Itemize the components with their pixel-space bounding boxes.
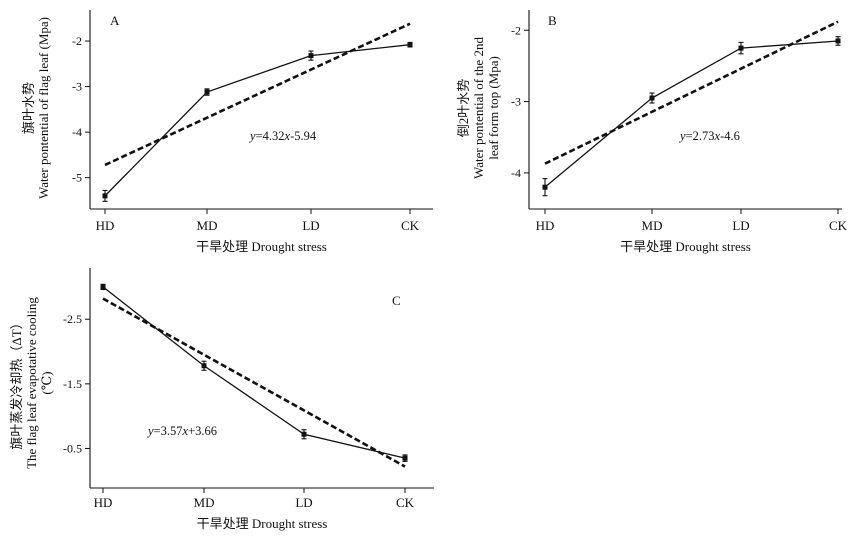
y-axis-label-line: Water pontential of the 2nd <box>471 37 486 179</box>
panel-c: -2.5 -1.5 -0.5 HD MD LD CK 干旱处理 Drought stress 旗… <box>9 268 434 531</box>
data-point <box>649 95 655 101</box>
x-tick-label: CK <box>829 218 848 233</box>
x-tick-label: HD <box>536 218 555 233</box>
panel-letter: A <box>110 13 120 28</box>
fit-equation-part: =2.73 <box>686 129 715 143</box>
y-axis-label-line: (℃) <box>39 371 54 394</box>
fit-equation-part: y <box>248 129 256 143</box>
fit-equation-part: +3.66 <box>188 424 217 438</box>
y-tick-label: -2 <box>511 23 521 37</box>
y-tick-label: -2.5 <box>63 312 82 326</box>
x-axis-label: 干旱处理 Drought stress <box>196 239 327 254</box>
x-tick-label: CK <box>396 495 415 510</box>
data-point <box>835 38 841 44</box>
fit-equation: y=3.57x+3.66 <box>146 424 217 438</box>
y-tick-label: -4 <box>72 125 82 139</box>
x-tick-label: HD <box>94 495 113 510</box>
fit-equation-part: x <box>714 129 721 143</box>
x-tick-label: CK <box>401 218 420 233</box>
panel-b: -4 -3 -2 HD MD LD CK 干旱处理 Drought stress 倒2叶水势 Wa… <box>456 10 848 254</box>
fit-equation-part: y <box>146 424 154 438</box>
y-tick-label: -3 <box>511 95 521 109</box>
y-axis-label-cn: 旗叶水势 <box>21 82 36 134</box>
x-tick-label: LD <box>302 218 319 233</box>
y-axis-label-line: leaf form top (Mpa) <box>486 56 501 160</box>
panel-letter: C <box>392 293 401 308</box>
y-tick-label: -4 <box>511 166 521 180</box>
series-line <box>104 44 411 197</box>
fit-equation-part: =3.57 <box>154 424 183 438</box>
y-axis-label-cn: 倒2叶水势 <box>456 79 471 138</box>
data-point <box>301 431 307 437</box>
y-axis-label: 旗叶蒸发冷却热（ΔT） The flag leaf evapotative coo… <box>9 297 54 469</box>
fit-equation-part: =4.32 <box>256 129 285 143</box>
x-tick-label: LD <box>295 495 312 510</box>
data-point <box>542 184 548 190</box>
x-tick-label: HD <box>96 218 115 233</box>
fit-equation: y=4.32x-5.94 <box>248 129 317 143</box>
panel-a: -5 -4 -3 -2 HD MD LD CK 干旱处理 Drought stress 旗叶水势 W… <box>21 10 433 254</box>
y-tick-label: -5 <box>72 171 82 185</box>
panel-letter: B <box>548 13 557 28</box>
data-point <box>402 455 408 461</box>
fit-equation-part: y <box>678 129 686 143</box>
data-point <box>204 89 210 95</box>
fit-equation-part: -4.6 <box>720 129 740 143</box>
data-point <box>738 45 744 51</box>
x-tick-label: MD <box>642 218 663 233</box>
y-axis-label-cn: 旗叶蒸发冷却热（ΔT） <box>9 316 24 449</box>
data-point <box>201 363 207 369</box>
y-tick-label: -0.5 <box>63 441 82 455</box>
data-point <box>102 193 108 199</box>
fit-equation: y=2.73x-4.6 <box>678 129 740 143</box>
series-line <box>544 40 839 188</box>
x-axis-label: 干旱处理 Drought stress <box>620 239 751 254</box>
x-axis-label: 干旱处理 Drought stress <box>197 516 328 531</box>
y-tick-label: -1.5 <box>63 377 82 391</box>
x-tick-label: LD <box>732 218 749 233</box>
fit-line <box>104 22 411 167</box>
data-point <box>407 42 413 48</box>
y-axis-label-line: The flag leaf evapotative cooling <box>24 297 39 469</box>
x-tick-label: MD <box>194 495 215 510</box>
fit-line <box>102 297 406 468</box>
fit-equation-part: x <box>284 129 291 143</box>
y-axis-label: 倒2叶水势 Water pontential of the 2nd leaf for… <box>456 37 501 179</box>
y-axis-label: 旗叶水势 Water pontential of flag leaf (Mpa) <box>21 17 51 199</box>
data-point <box>100 284 106 290</box>
series-line <box>102 286 406 459</box>
y-tick-label: -3 <box>72 80 82 94</box>
fit-line <box>544 20 839 165</box>
fit-equation-part: -5.94 <box>290 129 317 143</box>
x-tick-label: MD <box>197 218 218 233</box>
y-tick-label: -2 <box>72 34 82 48</box>
data-point <box>308 53 314 59</box>
fit-equation-part: x <box>182 424 189 438</box>
y-axis-label-line: Water pontential of flag leaf (Mpa) <box>36 17 51 199</box>
